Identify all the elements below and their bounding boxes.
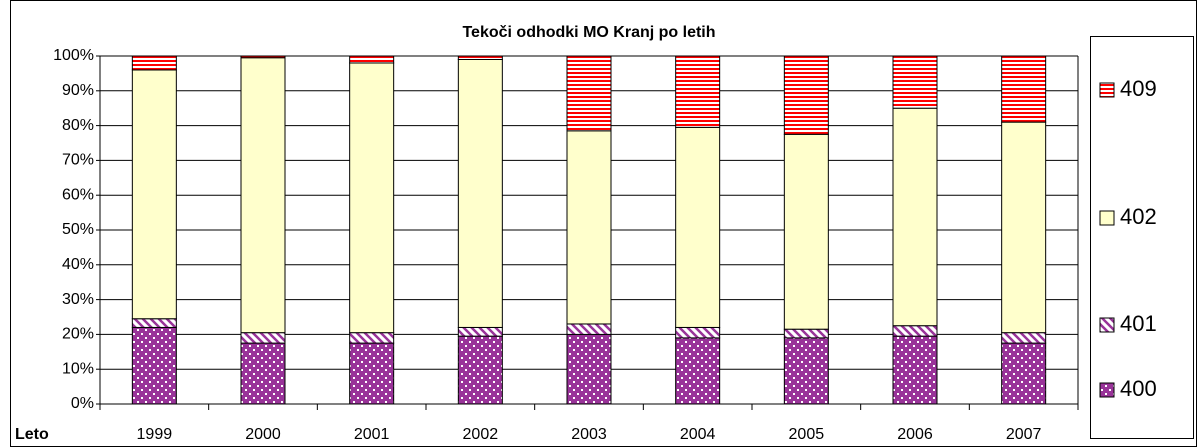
legend-swatch (1099, 317, 1115, 333)
bar-segment (240, 55, 286, 59)
legend-label: 400 (1120, 376, 1157, 401)
bar-segment (566, 55, 612, 132)
legend-label: 401 (1120, 311, 1157, 336)
bar-segment (131, 318, 177, 328)
bar-segment (675, 126, 721, 328)
bar-segment (783, 337, 829, 405)
x-tick-label: 2006 (897, 426, 933, 443)
bar-segment (783, 133, 829, 330)
y-tick-label: 70% (62, 152, 94, 169)
bar-segment (131, 55, 177, 71)
x-tick-label: 2003 (571, 426, 607, 443)
y-tick-label: 20% (62, 326, 94, 343)
bar-segment (131, 326, 177, 405)
bar-segment (1001, 342, 1047, 405)
bar-segment (675, 337, 721, 405)
bar-segment (457, 58, 503, 328)
legend-label: 409 (1120, 76, 1157, 101)
bar-segment (892, 325, 938, 337)
y-tick-label: 0% (71, 395, 94, 412)
bar-segment (349, 342, 395, 405)
bar-segment (566, 130, 612, 325)
y-tick-label: 80% (62, 117, 94, 134)
bar-segment (457, 55, 503, 60)
x-tick-label: 1999 (137, 426, 173, 443)
bar-segment (566, 333, 612, 405)
bar-segment (892, 335, 938, 405)
bar-segment (783, 328, 829, 339)
bar-segment (1001, 55, 1047, 123)
legend-label: 402 (1120, 204, 1157, 229)
y-tick-label: 30% (62, 291, 94, 308)
x-axis-title: Leto (15, 426, 49, 443)
y-tick-label: 60% (62, 186, 94, 203)
bar-segment (1001, 332, 1047, 344)
x-tick-label: 2000 (245, 426, 281, 443)
x-tick-label: 2002 (463, 426, 499, 443)
chart-title: Tekoči odhodki MO Kranj po letih (462, 24, 715, 41)
y-tick-label: 50% (62, 221, 94, 238)
bar-segment (349, 332, 395, 344)
legend-swatch (1099, 210, 1115, 226)
y-tick-label: 90% (62, 82, 94, 99)
bar-segment (892, 55, 938, 109)
bar-segment (457, 326, 503, 337)
bar-segment (892, 107, 938, 327)
x-tick-label: 2007 (1006, 426, 1042, 443)
bar-segment (566, 323, 612, 335)
bar-segment (349, 55, 395, 64)
bar-segment (131, 69, 177, 320)
bar-segment (240, 342, 286, 405)
bar-segment (349, 62, 395, 334)
y-tick-label: 100% (53, 47, 94, 64)
legend-swatch (1099, 382, 1115, 398)
legend-swatch (1099, 82, 1115, 98)
bar-segment (783, 55, 829, 135)
x-tick-label: 2005 (789, 426, 825, 443)
x-tick-label: 2001 (354, 426, 390, 443)
y-tick-label: 40% (62, 256, 94, 273)
legend-box (1090, 36, 1194, 439)
bar-segment (240, 332, 286, 344)
bar-segment (675, 55, 721, 128)
bar-segment (1001, 121, 1047, 334)
bar-segment (240, 57, 286, 334)
x-tick-label: 2004 (680, 426, 716, 443)
bar-segment (457, 335, 503, 405)
bar-segment (675, 326, 721, 339)
y-tick-label: 10% (62, 360, 94, 377)
